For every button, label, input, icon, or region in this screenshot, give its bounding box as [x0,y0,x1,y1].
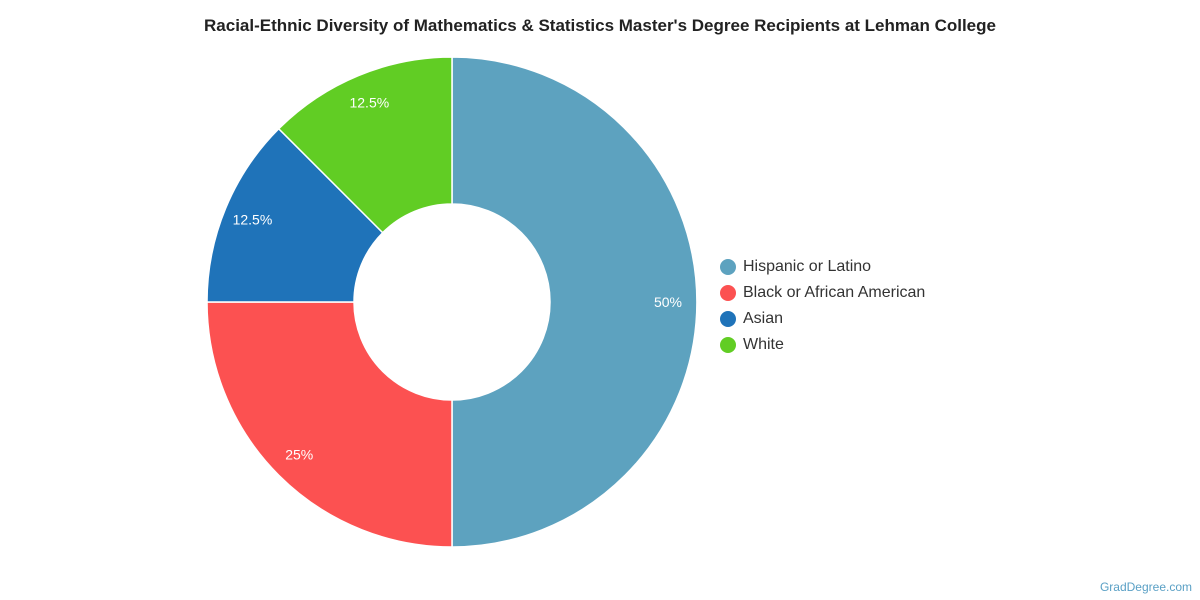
legend-item-white[interactable]: White [720,332,925,358]
slice-white[interactable] [277,56,453,234]
slice-label: 50% [654,294,682,310]
legend-item-hispanic-or-latino[interactable]: Hispanic or Latino [720,254,925,280]
slice-black-or-african-american[interactable] [206,301,453,548]
slice-label: 12.5% [233,211,273,227]
legend-swatch [720,337,736,353]
legend-label: Asian [743,310,784,327]
legend-label: Hispanic or Latino [743,258,872,275]
slice-asian[interactable] [206,127,384,303]
slice-label: 25% [285,447,313,463]
legend-swatch [720,285,736,301]
legend-item-asian[interactable]: Asian [720,306,925,332]
legend-label: Black or African American [743,284,926,301]
legend: Hispanic or Latino Black or African Amer… [720,254,925,358]
slice-hispanic-or-latino[interactable] [451,56,698,548]
legend-swatch [720,311,736,327]
legend-label: White [743,336,784,353]
legend-item-black-or-african-american[interactable]: Black or African American [720,280,925,306]
slice-label: 12.5% [349,94,389,110]
credit-link[interactable]: GradDegree.com [1099,580,1192,594]
chart-title: Racial-Ethnic Diversity of Mathematics &… [204,16,996,35]
legend-swatch [720,259,736,275]
